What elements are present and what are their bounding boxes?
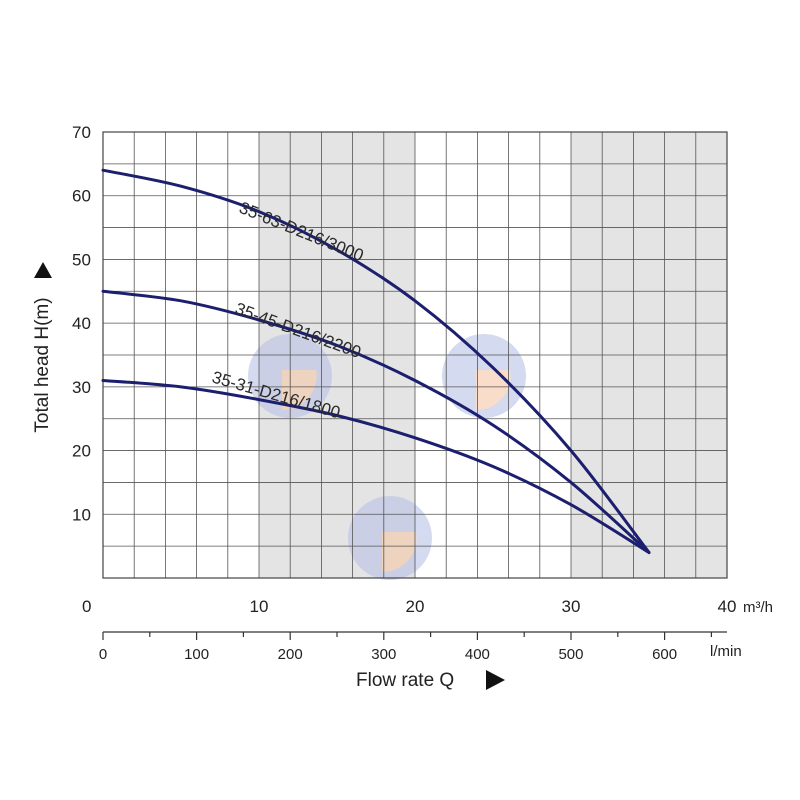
y-tick-label: 40 bbox=[72, 314, 91, 333]
x2-tick-label: 200 bbox=[278, 646, 303, 663]
x-unit-bottom-label: l/min bbox=[710, 643, 742, 660]
y-axis-arrow-icon bbox=[34, 262, 52, 278]
y-tick-label: 70 bbox=[72, 123, 91, 142]
performance-curves bbox=[101, 168, 651, 554]
x2-tick-label: 100 bbox=[184, 646, 209, 663]
y-axis-ticks: 10 20 30 40 50 60 70 0 bbox=[72, 123, 91, 616]
curve-2 bbox=[101, 379, 651, 554]
x-unit-top-label: m³/h bbox=[743, 599, 773, 616]
x-axis-arrow-icon bbox=[486, 670, 505, 690]
plot-frame bbox=[102, 131, 728, 579]
grid-lines bbox=[102, 131, 728, 579]
x2-tick-label: 500 bbox=[558, 646, 583, 663]
x-axis-ticks: 10 20 30 40 bbox=[250, 597, 737, 616]
watermark-accent-1 bbox=[476, 370, 511, 411]
x-tick-label: 40 bbox=[718, 597, 737, 616]
secondary-x-axis: 0 100 200 300 400 500 600 bbox=[99, 631, 727, 663]
x-tick-label: 20 bbox=[406, 597, 425, 616]
x2-tick-label: 600 bbox=[652, 646, 677, 663]
x-tick-label: 30 bbox=[562, 597, 581, 616]
y-tick-label: 60 bbox=[72, 187, 91, 206]
y-tick-label: 50 bbox=[72, 250, 91, 269]
x2-tick-label: 0 bbox=[99, 646, 107, 663]
y-tick-label: 20 bbox=[72, 442, 91, 461]
watermark-accent-2 bbox=[382, 532, 417, 573]
watermark-logo-icon bbox=[348, 496, 432, 580]
curve-0 bbox=[101, 168, 651, 554]
y-tick-label: 10 bbox=[72, 505, 91, 524]
watermark-accent-0 bbox=[282, 370, 317, 411]
watermark-logo-icon bbox=[442, 334, 526, 418]
y-tick-label: 0 bbox=[82, 597, 91, 616]
x-axis-title: Flow rate Q bbox=[356, 670, 454, 691]
curve-1 bbox=[101, 289, 651, 554]
x2-tick-label: 300 bbox=[371, 646, 396, 663]
y-tick-label: 30 bbox=[72, 378, 91, 397]
x2-tick-label: 400 bbox=[465, 646, 490, 663]
y-axis-title: Total head H(m) bbox=[32, 297, 53, 432]
x-tick-label: 10 bbox=[250, 597, 269, 616]
